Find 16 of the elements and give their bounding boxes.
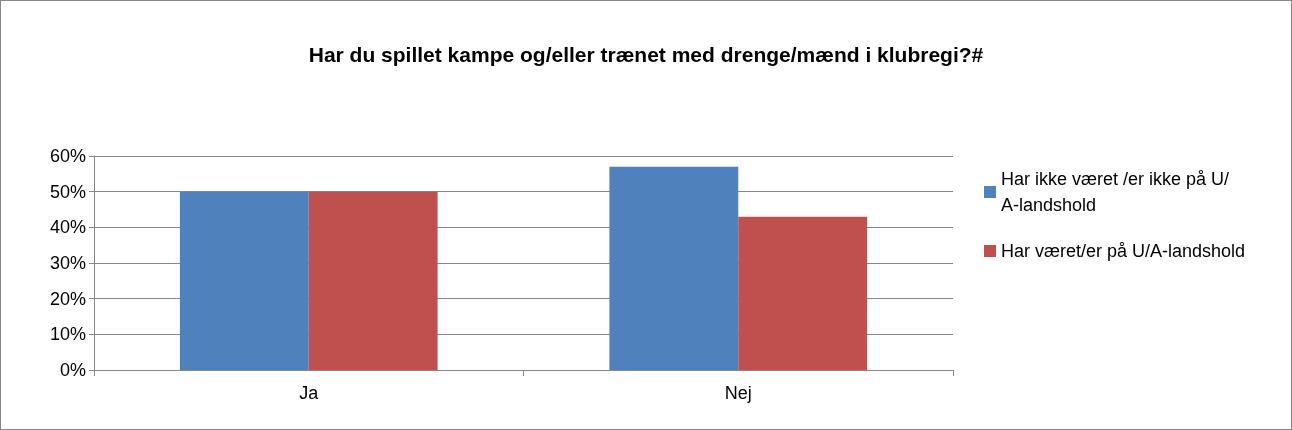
y-tick-label: 30% [49, 253, 86, 273]
legend-label: Har været/er på U/A-landshold [1001, 241, 1246, 261]
y-tick-label: 60% [49, 146, 86, 166]
bar [179, 191, 309, 370]
bar [738, 216, 868, 370]
y-tick-label: 20% [49, 288, 86, 309]
bar [308, 191, 438, 370]
y-tick-label: 50% [49, 181, 86, 202]
y-tick-label: 10% [49, 324, 86, 345]
x-tick-label: Nej [724, 383, 752, 403]
bar [609, 166, 739, 370]
y-tick-label: 40% [49, 217, 86, 238]
chart-title: Har du spillet kampe og/eller trænet med drenge/mænd i klubregi?# [308, 43, 984, 66]
x-tick-label: Ja [299, 383, 320, 403]
y-tick-label: 0% [59, 360, 86, 380]
legend-label: Har ikke været /er ikke på U/A-landshold [1001, 169, 1230, 215]
